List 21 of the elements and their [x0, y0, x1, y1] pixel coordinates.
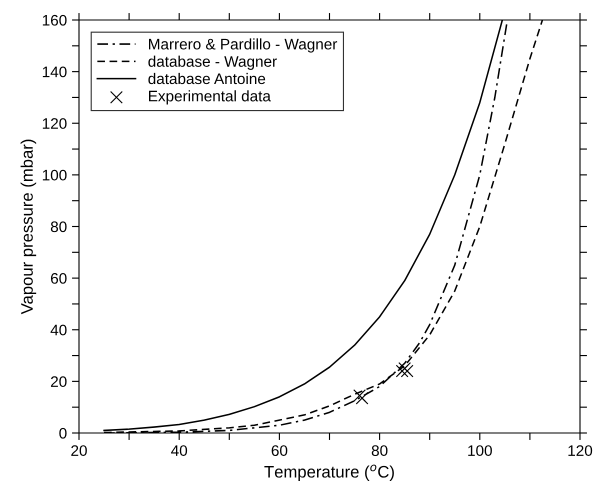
y-tick-label: 120: [42, 118, 67, 129]
legend-label: database Antoine: [148, 72, 266, 84]
y-tick-label: 160: [42, 14, 67, 26]
x-tick-label: 20: [71, 445, 87, 456]
y-tick-label: 100: [42, 170, 67, 181]
y-axis-title: Vapour pressure (mbar): [20, 140, 36, 314]
y-tick-label: 20: [50, 376, 67, 388]
legend-label: Experimental data: [149, 90, 271, 104]
x-tick-label: 120: [568, 445, 592, 456]
y-tick-label: 40: [50, 324, 67, 336]
x-tick-label: 40: [171, 445, 188, 456]
x-axis-title: Temperature ($^{o}$C): [264, 464, 394, 481]
y-tick-label: 0: [59, 428, 67, 439]
y-tick-label: 80: [50, 221, 67, 232]
legend-label: database - Wagner: [148, 56, 277, 70]
y-tick-label: 140: [42, 66, 67, 78]
x-tick-label: 80: [372, 445, 388, 456]
legend-label: Marrero & Pardillo - Wagner: [149, 38, 338, 53]
x-tick-label: 60: [272, 445, 288, 456]
x-tick-label: 100: [468, 445, 492, 456]
y-tick-label: 60: [50, 272, 67, 284]
